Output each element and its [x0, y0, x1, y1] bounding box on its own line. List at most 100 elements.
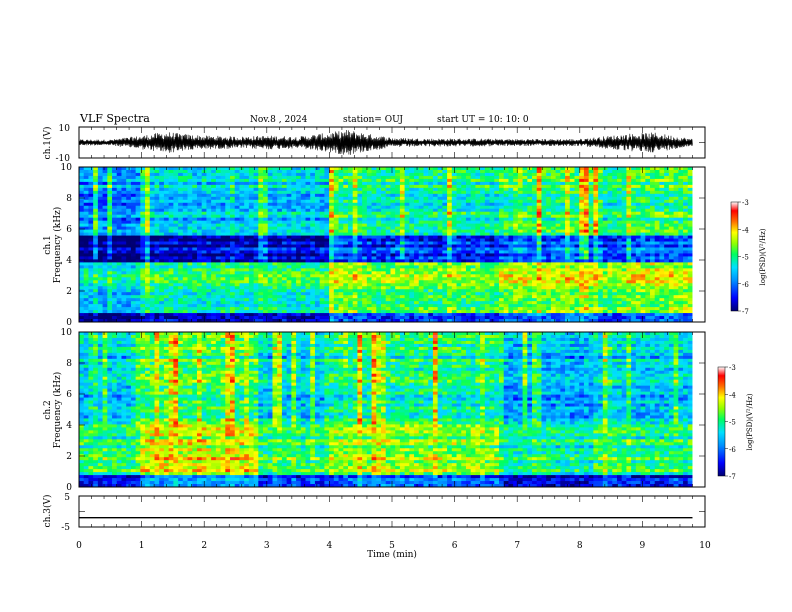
spectrogram-cell [93, 217, 99, 222]
spectrogram-cell [484, 181, 490, 186]
spectrogram-cell [484, 268, 490, 272]
spectrogram-cell [333, 253, 339, 257]
spectrogram-cell [206, 214, 212, 219]
spectrogram-cell [333, 169, 339, 174]
spectrogram-cell [414, 262, 420, 266]
spectrogram-cell [220, 238, 226, 242]
spectrogram-cell [517, 271, 523, 275]
spectrogram-cell [475, 217, 481, 222]
spectrogram-cell [480, 211, 486, 216]
spectrogram-cell [343, 181, 349, 186]
spectrogram-cell [230, 205, 236, 210]
spectrogram-cell [88, 172, 94, 177]
spectrogram-cell [272, 277, 278, 281]
spectrogram-cell [494, 274, 500, 278]
spectrogram-cell [352, 292, 358, 296]
spectrogram-cell [390, 229, 396, 233]
spectrogram-cell [97, 277, 103, 281]
spectrogram-cell [277, 301, 283, 305]
spectrogram-cell [343, 247, 349, 251]
spectrogram-cell [97, 316, 103, 320]
spectrogram-cell [130, 169, 137, 174]
spectrogram-cell [291, 232, 297, 236]
spectrogram-cell [362, 253, 368, 257]
spectrogram-cell [465, 268, 472, 272]
spectrogram-cell [484, 167, 490, 171]
spectrogram-cell [470, 205, 476, 210]
spectrogram-cell [517, 268, 523, 272]
spectrogram-cell [140, 301, 146, 305]
spectrogram-cell [93, 304, 99, 308]
spectrogram-cell [314, 167, 321, 171]
spectrogram-cell [343, 175, 349, 180]
spectrogram-cell [286, 244, 292, 248]
spectrogram-cell [97, 310, 103, 314]
spectrogram-cell [267, 247, 273, 251]
spectrogram-cell [414, 298, 420, 302]
spectrogram-cell [451, 184, 457, 189]
spectrogram-cell [447, 217, 453, 222]
spectrogram-cell [239, 208, 245, 213]
spectrogram-cell [376, 316, 382, 320]
spectrogram-cell [244, 256, 250, 260]
spectrogram-cell [489, 220, 495, 225]
spectrogram-cell [126, 205, 132, 210]
spectrogram-cell [107, 196, 113, 201]
spectrogram-cell [442, 226, 448, 230]
spectrogram-cell [253, 167, 259, 171]
spectrogram-cell [93, 187, 99, 192]
spectrogram-cell [286, 286, 292, 290]
spectrogram-cell [102, 190, 108, 195]
spectrogram-cell [258, 172, 264, 177]
spectrogram-cell [196, 205, 203, 210]
spectrogram-cell [489, 259, 495, 263]
spectrogram-cell [456, 238, 462, 242]
spectrogram-cell [333, 217, 339, 222]
spectrogram-cell [296, 247, 302, 251]
spectrogram-cell [352, 187, 358, 192]
spectrogram-cell [239, 175, 245, 180]
spectrogram-cell [93, 259, 99, 263]
spectrogram-cell [418, 196, 424, 201]
spectrogram-cell [480, 169, 486, 174]
spectrogram-cell [437, 220, 443, 225]
spectrogram-cell [112, 298, 118, 302]
spectrogram-cell [149, 250, 155, 254]
spectrogram-cell [107, 190, 113, 195]
spectrogram-cell [182, 229, 188, 233]
spectrogram-cell [135, 274, 141, 278]
spectrogram-cell [121, 298, 127, 302]
spectrogram-cell [503, 181, 509, 186]
spectrogram-cell [465, 259, 472, 263]
spectrogram-cell [286, 298, 292, 302]
spectrogram-cell [395, 217, 401, 222]
spectrogram-cell [338, 196, 344, 201]
spectrogram-cell [291, 256, 297, 260]
spectrogram-cell [366, 286, 372, 290]
spectrogram-cell [362, 220, 368, 225]
spectrogram-cell [414, 220, 420, 225]
spectrogram-cell [343, 238, 349, 242]
spectrogram-cell [192, 277, 198, 281]
spectrogram-cell [102, 214, 108, 219]
spectrogram-cell [225, 277, 231, 281]
spectrogram-cell [83, 235, 89, 239]
spectrogram-cell [366, 235, 372, 239]
spectrogram-cell [461, 271, 467, 275]
spectrogram-cell [503, 283, 509, 287]
spectrogram-cell [272, 265, 278, 269]
spectrogram-cell [230, 169, 236, 174]
spectrogram-cell [399, 232, 406, 236]
spectrogram-cell [272, 316, 278, 320]
spectrogram-cell [102, 295, 108, 299]
spectrogram-cell [220, 256, 226, 260]
spectrogram-cell [442, 265, 448, 269]
spectrogram-cell [362, 274, 368, 278]
spectrogram-cell [291, 292, 297, 296]
spectrogram-cell [277, 226, 283, 230]
spectrogram-cell [414, 253, 420, 257]
spectrogram-cell [371, 169, 377, 174]
spectrogram-cell [432, 304, 439, 308]
spectrogram-cell [234, 298, 240, 302]
spectrogram-cell [404, 295, 410, 299]
